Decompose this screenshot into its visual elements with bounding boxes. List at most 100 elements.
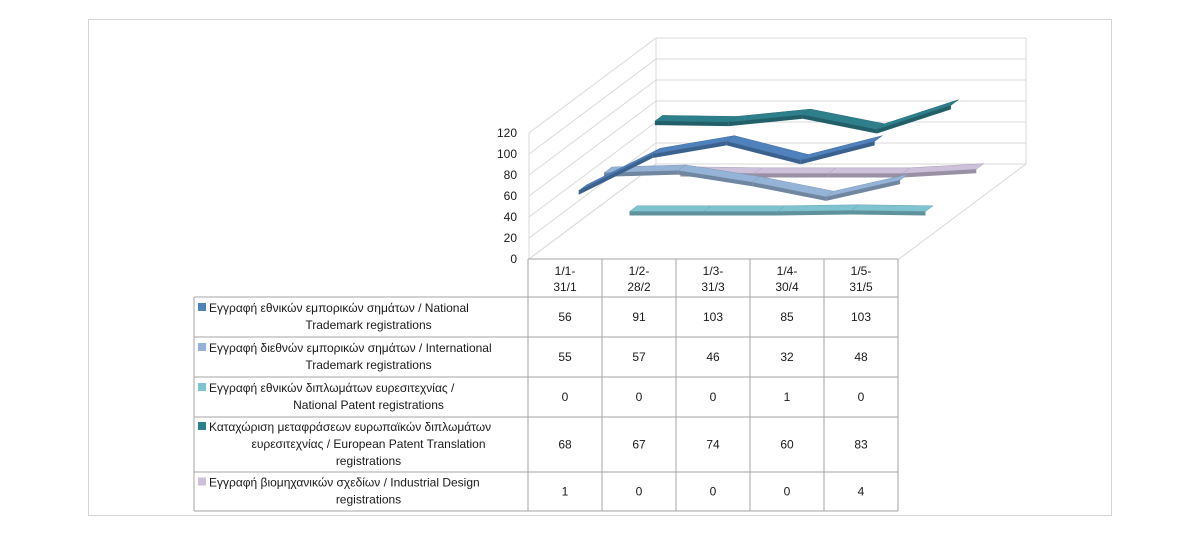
ribbon-front-face	[754, 173, 829, 178]
ribbon-top-face	[654, 115, 738, 123]
category-label: 30/4	[775, 280, 799, 294]
cell-value: 0	[562, 390, 569, 404]
legend-label: Εγγραφή διεθνών εμπορικών σημάτων / Inte…	[209, 341, 492, 355]
y-tick-label: 80	[504, 168, 518, 182]
ribbon-front-face	[629, 211, 704, 216]
cell-value: 56	[558, 310, 572, 324]
series-ribbons	[578, 99, 985, 216]
cell-value: 1	[562, 485, 569, 499]
y-tick-label: 0	[510, 252, 517, 266]
cell-value: 0	[784, 485, 791, 499]
ribbon-front-face	[703, 211, 778, 216]
y-tick-label: 20	[504, 231, 518, 245]
legend-label: Καταχώριση μεταφράσεων ευρωπαϊκών διπλωμ…	[209, 420, 491, 434]
data-table: 1/1- 31/1 1/2- 28/2 1/3- 31/3 1/4- 30/4 1/5- 31/5…	[193, 258, 899, 512]
gridline-side-120	[528, 37, 657, 134]
legend-swatch	[198, 303, 206, 311]
ribbon-front-face	[578, 153, 653, 195]
ribbon-front-face	[726, 141, 801, 165]
cell-value: 57	[632, 350, 646, 364]
y-tick-label: 40	[504, 210, 518, 224]
legend-label: registrations	[336, 493, 401, 507]
cell-value: 32	[780, 350, 794, 364]
cell-value: 4	[858, 485, 865, 499]
ribbon-front-face	[652, 141, 727, 158]
ribbon-top-face	[850, 204, 934, 212]
cell-value: 48	[854, 350, 868, 364]
ribbon-front-face	[826, 180, 901, 201]
ribbon-front-face	[851, 210, 926, 216]
ribbon-top-face	[753, 167, 837, 174]
legend-label: Εγγραφή βιομηχανικών σχεδίων / Industria…	[209, 476, 480, 490]
gridline-side-80	[528, 79, 657, 176]
cell-value: 83	[854, 438, 868, 452]
gridline-side-20	[528, 142, 657, 239]
cell-value: 74	[706, 438, 720, 452]
cell-value: 0	[710, 485, 717, 499]
cell-value: 103	[851, 310, 871, 324]
cell-value: 91	[632, 310, 646, 324]
series-ribbon	[628, 204, 934, 216]
ribbon-top-face	[628, 205, 712, 212]
cell-value: 55	[558, 350, 572, 364]
legend-swatch	[198, 383, 206, 391]
ribbon-top-face	[702, 205, 786, 212]
ribbon-front-face	[876, 105, 951, 134]
legend-swatch	[198, 477, 206, 486]
ribbon-top-face	[825, 174, 908, 198]
cell-value: 67	[632, 438, 646, 452]
cell-value: 0	[636, 485, 643, 499]
ribbon-front-face	[828, 173, 903, 178]
category-label: 1/5-	[851, 264, 872, 278]
legend-label: National Patent registrations	[293, 398, 444, 412]
ribbon-top-face	[776, 204, 860, 212]
cell-value: 60	[780, 438, 794, 452]
cell-value: 68	[558, 438, 572, 452]
category-label: 1/1-	[555, 264, 576, 278]
ribbon-front-face	[802, 114, 877, 134]
legend-label: Εγγραφή εθνικών διπλωμάτων ευρεσιτεχνίας…	[209, 381, 455, 395]
legend-label: ευρεσιτεχνίας / European Patent Translat…	[251, 437, 485, 451]
cell-value: 1	[784, 390, 791, 404]
legend-swatch	[198, 422, 206, 430]
gridline-side-40	[528, 121, 657, 218]
cell-value: 0	[858, 390, 865, 404]
ribbon-front-face	[654, 121, 729, 127]
category-label: 31/5	[849, 280, 873, 294]
ribbon-top-face	[800, 135, 883, 161]
category-label: 31/1	[553, 280, 577, 294]
legend-swatch	[198, 343, 206, 351]
series-ribbon	[578, 135, 883, 195]
chart-frame	[88, 19, 1112, 516]
y-axis: 0 20 40 60 80 100 120	[497, 126, 517, 266]
category-label: 28/2	[627, 280, 651, 294]
cell-value: 46	[706, 350, 720, 364]
cell-value: 103	[703, 310, 723, 324]
gridline-side-100	[528, 58, 657, 155]
ribbon-top-face	[876, 99, 959, 130]
legend-label: Trademark registrations	[305, 358, 431, 372]
category-label: 31/3	[701, 280, 725, 294]
ribbon-front-face	[678, 170, 753, 187]
category-label: 1/3-	[703, 264, 724, 278]
gridline-side-0	[528, 163, 657, 260]
ribbon-top-face	[901, 163, 985, 174]
y-tick-label: 60	[504, 189, 518, 203]
ribbon-front-face	[902, 169, 977, 178]
legend-label: Εγγραφή εθνικών εμπορικών σημάτων / Nati…	[209, 301, 469, 315]
ribbon-top-face	[827, 167, 911, 174]
ribbon-front-face	[752, 182, 827, 201]
gridline-side-60	[528, 100, 657, 197]
series-ribbon	[654, 99, 959, 134]
y-tick-label: 120	[497, 126, 517, 140]
category-label: 1/2-	[629, 264, 650, 278]
legend-label: registrations	[336, 454, 401, 468]
y-tick-label: 100	[497, 147, 517, 161]
ribbon-front-face	[604, 170, 679, 177]
ribbon-front-face	[800, 141, 875, 165]
ribbon-front-face	[777, 210, 852, 216]
cell-value: 85	[780, 310, 794, 324]
category-label: 1/4-	[777, 264, 798, 278]
ribbon-front-face	[728, 114, 803, 127]
